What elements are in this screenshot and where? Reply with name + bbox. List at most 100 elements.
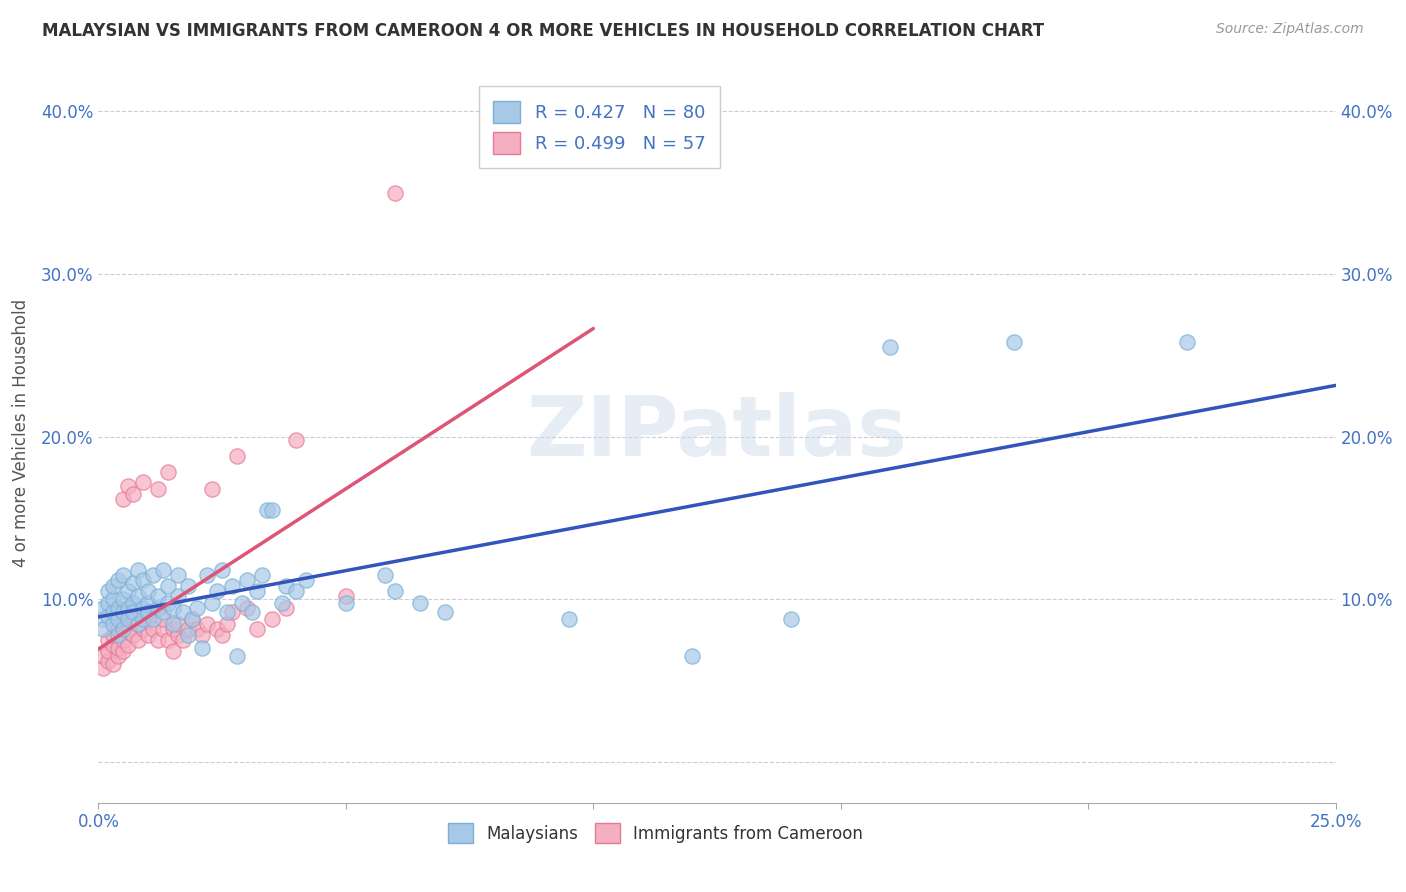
Point: [103, 638, 125, 652]
Point: [186, 622, 208, 636]
Point: [191, 628, 214, 642]
Point: [142, 622, 165, 636]
Point: [186, 600, 208, 615]
Point: [156, 633, 179, 648]
Point: [112, 633, 135, 648]
Point: [107, 641, 129, 656]
Point: [117, 600, 139, 615]
Point: [276, 579, 298, 593]
Point: [162, 600, 184, 615]
Point: [201, 482, 224, 496]
Point: [152, 563, 174, 577]
Point: [166, 616, 188, 631]
Point: [146, 482, 169, 496]
Point: [226, 449, 249, 463]
Point: [211, 563, 233, 577]
Point: [226, 649, 249, 664]
Point: [117, 638, 139, 652]
Point: [107, 612, 129, 626]
Point: [191, 641, 214, 656]
Point: [162, 616, 184, 631]
Legend: Malaysians, Immigrants from Cameroon: Malaysians, Immigrants from Cameroon: [441, 816, 869, 850]
Point: [103, 616, 125, 631]
Point: [285, 584, 308, 599]
Point: [181, 612, 204, 626]
Point: [132, 475, 155, 490]
Point: [112, 644, 135, 658]
Text: ZIPatlas: ZIPatlas: [527, 392, 907, 473]
Point: [172, 606, 194, 620]
Point: [132, 612, 155, 626]
Y-axis label: 4 or more Vehicles in Household: 4 or more Vehicles in Household: [11, 299, 30, 566]
Point: [176, 622, 198, 636]
Point: [97, 644, 120, 658]
Point: [201, 596, 224, 610]
Point: [107, 628, 129, 642]
Point: [97, 654, 120, 668]
Point: [295, 573, 318, 587]
Point: [112, 491, 135, 506]
Point: [103, 657, 125, 672]
Point: [136, 606, 159, 620]
Point: [112, 606, 135, 620]
Point: [142, 568, 165, 582]
Point: [374, 568, 396, 582]
Point: [176, 579, 198, 593]
Point: [236, 600, 259, 615]
Point: [236, 573, 259, 587]
Point: [93, 661, 115, 675]
Point: [162, 622, 184, 636]
Point: [93, 649, 115, 664]
Point: [117, 478, 139, 492]
Point: [205, 622, 228, 636]
Point: [107, 649, 129, 664]
Point: [127, 616, 149, 631]
Point: [103, 579, 125, 593]
Point: [156, 466, 179, 480]
Point: [122, 596, 145, 610]
Point: [217, 616, 239, 631]
Point: [117, 612, 139, 626]
Point: [97, 633, 120, 648]
Point: [246, 622, 269, 636]
Point: [780, 612, 803, 626]
Point: [132, 573, 155, 587]
Point: [270, 596, 292, 610]
Point: [176, 628, 198, 642]
Text: MALAYSIAN VS IMMIGRANTS FROM CAMEROON 4 OR MORE VEHICLES IN HOUSEHOLD CORRELATIO: MALAYSIAN VS IMMIGRANTS FROM CAMEROON 4 …: [42, 22, 1045, 40]
Point: [276, 600, 298, 615]
Point: [136, 596, 159, 610]
Point: [136, 612, 159, 626]
Point: [152, 622, 174, 636]
Point: [117, 624, 139, 639]
Point: [250, 568, 273, 582]
Point: [103, 606, 125, 620]
Point: [433, 606, 456, 620]
Point: [112, 616, 135, 631]
Point: [166, 589, 188, 603]
Point: [231, 596, 253, 610]
Point: [112, 568, 135, 582]
Point: [146, 589, 169, 603]
Point: [260, 503, 283, 517]
Point: [127, 589, 149, 603]
Point: [107, 622, 129, 636]
Point: [384, 584, 406, 599]
Point: [142, 612, 165, 626]
Point: [132, 600, 155, 615]
Point: [1175, 335, 1198, 350]
Point: [162, 644, 184, 658]
Point: [152, 612, 174, 626]
Point: [97, 608, 120, 623]
Point: [146, 600, 169, 615]
Point: [107, 573, 129, 587]
Point: [93, 600, 115, 615]
Point: [217, 606, 239, 620]
Point: [97, 596, 120, 610]
Point: [166, 568, 188, 582]
Point: [879, 340, 901, 354]
Point: [122, 486, 145, 500]
Point: [122, 606, 145, 620]
Point: [127, 633, 149, 648]
Point: [384, 186, 406, 200]
